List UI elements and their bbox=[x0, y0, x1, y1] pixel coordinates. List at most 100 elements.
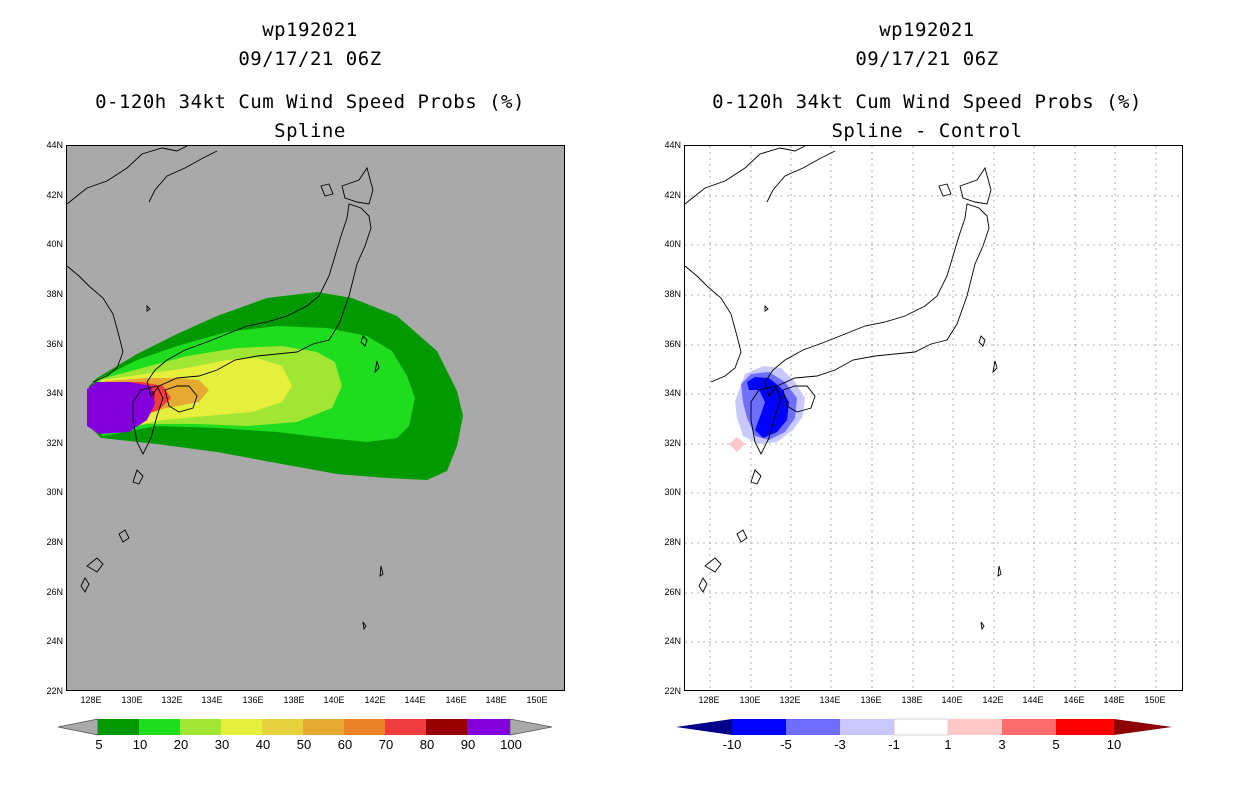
colorbar-label: 70 bbox=[378, 737, 394, 752]
lat-tick: 24N bbox=[46, 636, 63, 646]
coastlines bbox=[67, 146, 384, 631]
colorbar-swatch bbox=[732, 719, 786, 735]
lat-tick: 32N bbox=[664, 438, 681, 448]
lat-tick: 28N bbox=[46, 537, 63, 547]
lat-tick: 38N bbox=[46, 289, 63, 299]
colorbar-label: -10 bbox=[722, 737, 742, 752]
lon-tick: 144E bbox=[404, 695, 426, 705]
colorbar-label: 90 bbox=[460, 737, 476, 752]
colorbar-under-arrow bbox=[57, 718, 99, 736]
colorbar-swatch bbox=[948, 719, 1002, 735]
lon-tick: 142E bbox=[364, 695, 386, 705]
colorbar-swatch bbox=[426, 719, 467, 735]
lat-tick: 36N bbox=[46, 339, 63, 349]
colorbar-label: 1 bbox=[944, 737, 952, 752]
lon-tick: 138E bbox=[283, 695, 305, 705]
right-title-storm-id: wp192021 bbox=[879, 19, 975, 41]
lon-tick: 140E bbox=[941, 695, 963, 705]
colorbar-swatch bbox=[139, 719, 180, 735]
lon-tick: 134E bbox=[819, 695, 841, 705]
colorbar-label: -1 bbox=[888, 737, 900, 752]
lat-tick: 22N bbox=[664, 686, 681, 696]
colorbar-label: 40 bbox=[255, 737, 271, 752]
right-title: wp192021 09/17/21 06Z 0-120h 34kt Cum Wi… bbox=[677, 16, 1177, 146]
lat-tick: 34N bbox=[46, 388, 63, 398]
lon-tick: 128E bbox=[698, 695, 720, 705]
colorbar-under-arrow bbox=[676, 719, 732, 735]
lat-tick: 32N bbox=[46, 438, 63, 448]
colorbar-label: -5 bbox=[780, 737, 792, 752]
colorbar-label: 5 bbox=[1052, 737, 1060, 752]
colorbar-label: 10 bbox=[132, 737, 148, 752]
left-title-method: Spline bbox=[274, 120, 346, 142]
lat-tick: 44N bbox=[46, 140, 63, 150]
colorbar-swatch bbox=[1056, 719, 1114, 735]
colorbar-label: 3 bbox=[998, 737, 1006, 752]
colorbar-over-arrow bbox=[1114, 719, 1172, 735]
coastlines bbox=[685, 146, 1002, 631]
colorbar-label: 20 bbox=[173, 737, 189, 752]
colorbar-swatch bbox=[180, 719, 221, 735]
colorbar-label: 30 bbox=[214, 737, 230, 752]
colorbar-swatch bbox=[385, 719, 426, 735]
lat-tick: 30N bbox=[664, 487, 681, 497]
colorbar-swatch bbox=[98, 719, 139, 735]
lon-tick: 146E bbox=[445, 695, 467, 705]
lat-tick: 42N bbox=[664, 190, 681, 200]
left-map-canvas bbox=[67, 146, 463, 631]
left-title-storm-id: wp192021 bbox=[262, 19, 358, 41]
left-title-product: 0-120h 34kt Cum Wind Speed Probs (%) bbox=[95, 91, 525, 113]
lat-tick: 38N bbox=[664, 289, 681, 299]
colorbar-swatch bbox=[893, 718, 949, 736]
lat-tick: 44N bbox=[664, 140, 681, 150]
lon-tick: 136E bbox=[242, 695, 264, 705]
lon-tick: 150E bbox=[526, 695, 548, 705]
lon-tick: 132E bbox=[779, 695, 801, 705]
lat-tick: 26N bbox=[46, 587, 63, 597]
lon-tick: 144E bbox=[1022, 695, 1044, 705]
colorbar-label: 100 bbox=[500, 737, 522, 752]
lat-tick: 40N bbox=[46, 239, 63, 249]
lat-tick: 24N bbox=[664, 636, 681, 646]
colorbar-label: 5 bbox=[95, 737, 103, 752]
lon-tick: 146E bbox=[1063, 695, 1085, 705]
right-title-product: 0-120h 34kt Cum Wind Speed Probs (%) bbox=[712, 91, 1142, 113]
lat-tick: 30N bbox=[46, 487, 63, 497]
colorbar-label: 60 bbox=[337, 737, 353, 752]
colorbar-swatch bbox=[344, 719, 385, 735]
lat-tick: 22N bbox=[46, 686, 63, 696]
lat-tick: 34N bbox=[664, 388, 681, 398]
right-map-canvas bbox=[685, 146, 1182, 690]
colorbar-label: 50 bbox=[296, 737, 312, 752]
colorbar-swatch bbox=[303, 719, 344, 735]
left-title-date: 09/17/21 06Z bbox=[238, 48, 382, 70]
left-map bbox=[66, 145, 565, 691]
lon-tick: 148E bbox=[1103, 695, 1125, 705]
diff-plus-1-contour bbox=[729, 437, 745, 452]
left-title: wp192021 09/17/21 06Z 0-120h 34kt Cum Wi… bbox=[60, 16, 560, 146]
lat-tick: 36N bbox=[664, 339, 681, 349]
colorbar-swatch bbox=[786, 719, 840, 735]
lon-tick: 138E bbox=[901, 695, 923, 705]
lat-tick: 42N bbox=[46, 190, 63, 200]
right-title-date: 09/17/21 06Z bbox=[855, 48, 999, 70]
lon-tick: 140E bbox=[323, 695, 345, 705]
colorbar-label: 80 bbox=[419, 737, 435, 752]
lon-tick: 150E bbox=[1144, 695, 1166, 705]
lon-tick: 128E bbox=[80, 695, 102, 705]
colorbar-swatch bbox=[467, 719, 510, 735]
colorbar-label: 10 bbox=[1106, 737, 1122, 752]
lat-tick: 28N bbox=[664, 537, 681, 547]
colorbar-over-arrow bbox=[509, 718, 553, 736]
colorbar-swatch bbox=[221, 719, 262, 735]
colorbar-label: -3 bbox=[834, 737, 846, 752]
lat-tick: 26N bbox=[664, 587, 681, 597]
colorbar-swatch bbox=[840, 719, 894, 735]
lon-tick: 148E bbox=[485, 695, 507, 705]
lon-tick: 132E bbox=[161, 695, 183, 705]
lon-tick: 130E bbox=[121, 695, 143, 705]
lon-tick: 136E bbox=[860, 695, 882, 705]
right-map bbox=[684, 145, 1183, 691]
right-title-method: Spline - Control bbox=[831, 120, 1023, 142]
lon-tick: 142E bbox=[982, 695, 1004, 705]
